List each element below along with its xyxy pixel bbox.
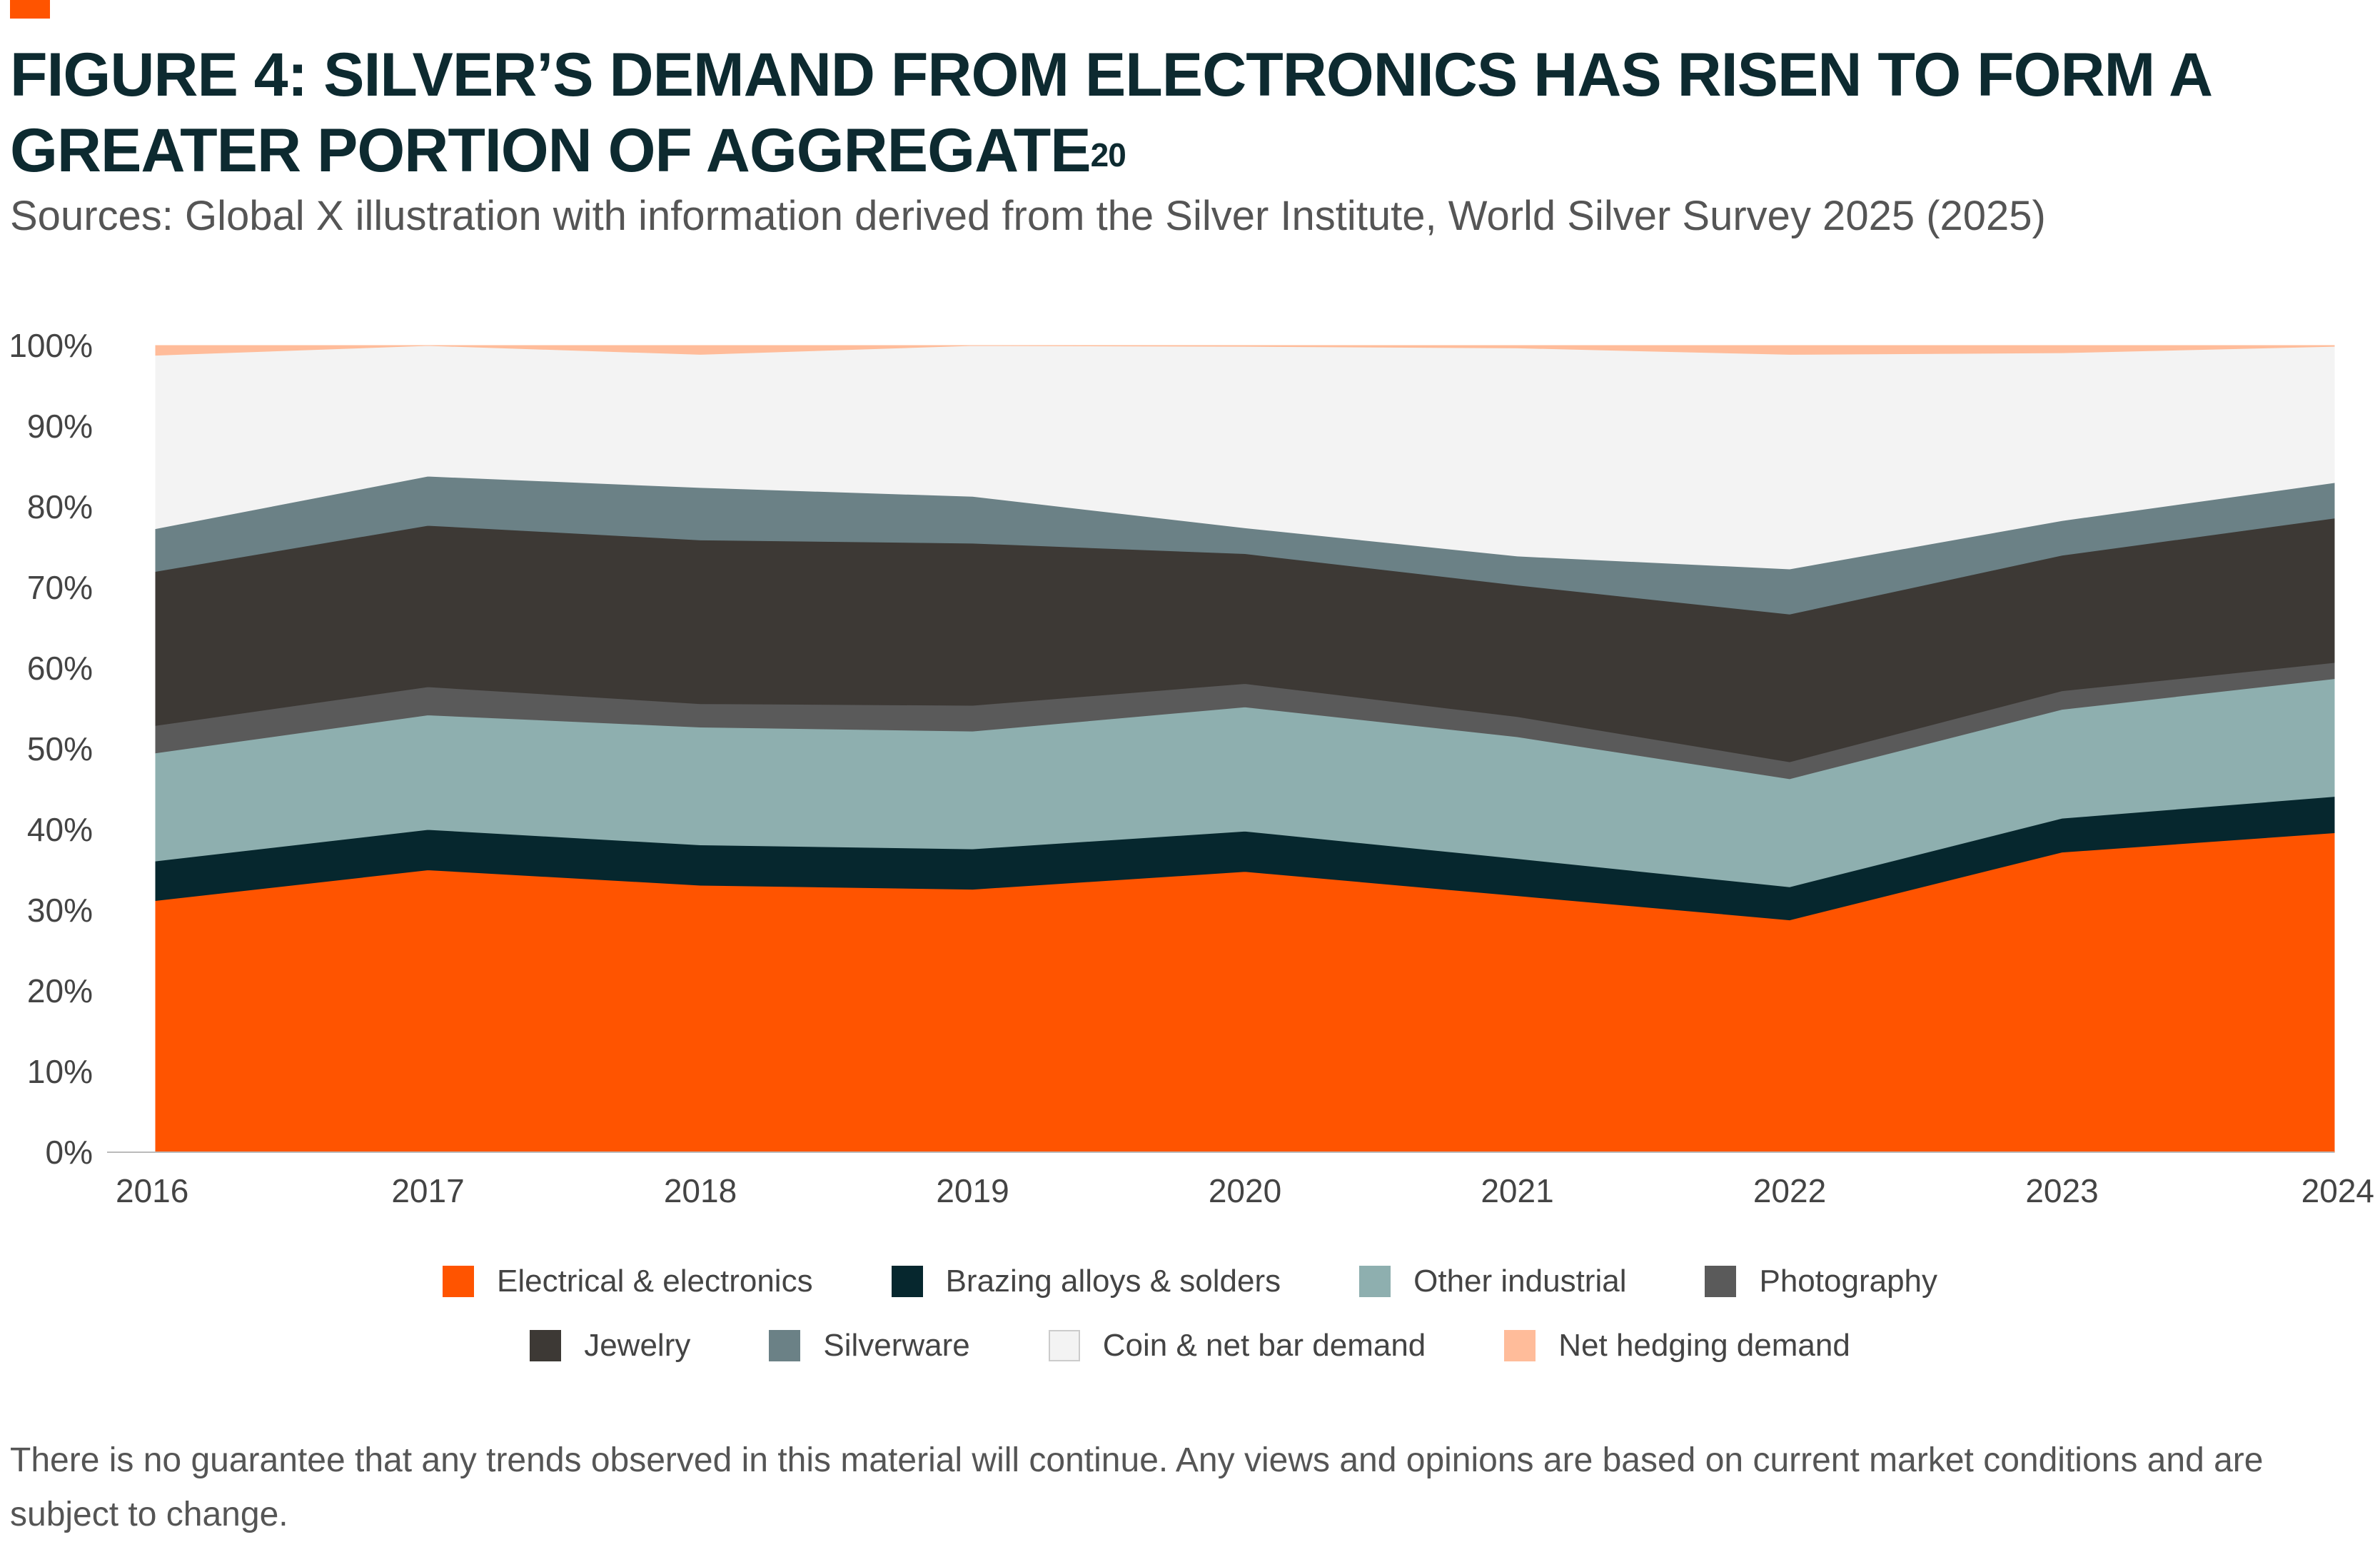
legend-row: Jewelry Silverware Coin & net bar demand Ne…: [0, 1328, 2380, 1364]
x-tick-label: 2019: [936, 1172, 1009, 1209]
y-tick-label: 100%: [9, 327, 93, 364]
x-axis: 2016 2017 2018 2019 2020 2021 2022 2023 2024: [107, 1152, 2374, 1209]
x-tick-label: 2017: [391, 1172, 464, 1209]
legend-item: Other industrial: [1359, 1264, 1626, 1299]
x-tick-label: 2020: [1209, 1172, 1281, 1209]
chart-subtitle: Sources: Global X illustration with info…: [10, 193, 2046, 239]
x-tick-label: 2022: [1753, 1172, 1826, 1209]
disclaimer-footnote: There is no guarantee that any trends ob…: [10, 1441, 2264, 1533]
area-net-hedging-demand: [155, 345, 2335, 356]
legend-label: Brazing alloys & solders: [945, 1264, 1281, 1299]
legend-item: Jewelry: [530, 1328, 690, 1364]
x-tick-label: 2018: [664, 1172, 737, 1209]
y-tick-label: 50%: [27, 730, 93, 767]
x-tick-label: 2023: [2025, 1172, 2098, 1209]
legend-label: Coin & net bar demand: [1102, 1328, 1426, 1363]
legend-swatch: [891, 1266, 923, 1297]
legend-swatch: [442, 1266, 474, 1297]
legend-item: Coin & net bar demand: [1048, 1328, 1426, 1364]
legend: Electrical & electronics Brazing alloys &…: [0, 1264, 2380, 1392]
legend-label: Photography: [1759, 1264, 1938, 1299]
legend-item: Photography: [1705, 1264, 1937, 1299]
y-tick-label: 60%: [27, 650, 93, 687]
legend-swatch: [1048, 1330, 1080, 1361]
legend-label: Other industrial: [1413, 1264, 1627, 1299]
title-text: FIGURE 4: SILVER’S DEMAND FROM ELECTRONI…: [10, 41, 2211, 185]
legend-swatch: [1705, 1266, 1737, 1297]
area-electrical-and-electronics: [155, 832, 2335, 1153]
stacked-area-chart: 0%10%20%30%40%50%60%70%80%90%100% 2016 20…: [9, 327, 2374, 1209]
area-series-group: [155, 345, 2335, 1153]
accent-bar: [10, 0, 50, 19]
y-tick-label: 90%: [27, 408, 93, 445]
legend-label: Jewelry: [584, 1328, 691, 1363]
legend-label: Net hedging demand: [1558, 1328, 1850, 1363]
title-footnote-ref: 20: [1090, 136, 1126, 173]
legend-swatch: [1504, 1330, 1536, 1361]
x-tick-label: 2016: [116, 1172, 188, 1209]
legend-swatch: [530, 1330, 562, 1361]
legend-swatch: [1359, 1266, 1391, 1297]
y-tick-label: 80%: [27, 488, 93, 525]
y-tick-label: 30%: [27, 892, 93, 929]
y-tick-label: 20%: [27, 972, 93, 1009]
y-tick-label: 10%: [27, 1053, 93, 1090]
x-tick-label: 2021: [1481, 1172, 1553, 1209]
legend-swatch: [769, 1330, 801, 1361]
legend-item: Net hedging demand: [1504, 1328, 1850, 1364]
y-axis: 0% 10% 20% 30% 40% 50% 60% 70% 80% 90% 100%: [9, 327, 93, 1171]
y-tick-label: 40%: [27, 811, 93, 848]
y-tick-label: 0%: [46, 1134, 93, 1171]
legend-item: Silverware: [769, 1328, 970, 1364]
legend-item: Electrical & electronics: [442, 1264, 813, 1299]
legend-label: Electrical & electronics: [496, 1264, 813, 1299]
legend-item: Brazing alloys & solders: [891, 1264, 1281, 1299]
legend-label: Silverware: [823, 1328, 970, 1363]
chart-title: FIGURE 4: SILVER’S DEMAND FROM ELECTRONI…: [10, 37, 2337, 188]
legend-row: Electrical & electronics Brazing alloys &…: [0, 1264, 2380, 1299]
y-tick-label: 70%: [27, 569, 93, 606]
x-tick-label: 2024: [2301, 1172, 2374, 1209]
